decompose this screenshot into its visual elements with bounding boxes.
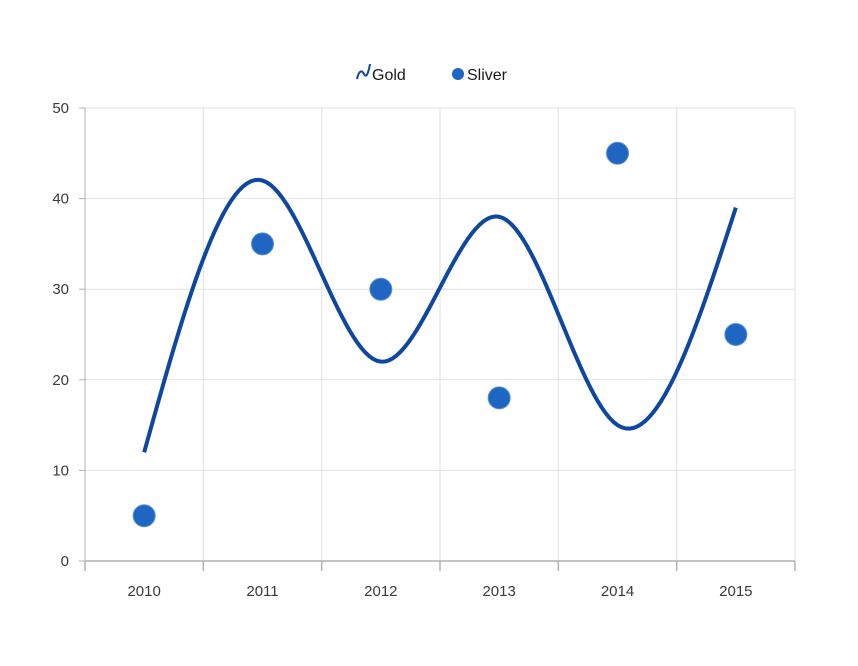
legend: Gold Sliver bbox=[356, 63, 508, 84]
series-line-gold bbox=[142, 177, 738, 453]
grid bbox=[85, 107, 796, 561]
series bbox=[132, 141, 748, 528]
legend-item-sliver[interactable]: Sliver bbox=[452, 67, 508, 84]
x-tick-label-2013: 2013 bbox=[482, 583, 515, 600]
x-tick-label-2011: 2011 bbox=[246, 583, 278, 600]
data-point-sliver-2012 bbox=[369, 277, 393, 301]
y-tick-label-30: 30 bbox=[52, 281, 69, 298]
axes: 0 10 20 30 40 50 2010 2011 2012 2013 2014 2015 bbox=[52, 100, 796, 600]
y-tick-label-10: 10 bbox=[52, 462, 69, 479]
y-tick-label-20: 20 bbox=[52, 372, 69, 389]
x-tick-label-2012: 2012 bbox=[364, 583, 397, 600]
legend-label-sliver: Sliver bbox=[467, 67, 508, 84]
data-point-sliver-2013 bbox=[487, 386, 511, 410]
data-point-sliver-2015 bbox=[724, 323, 748, 346]
y-tick-label-40: 40 bbox=[52, 191, 69, 208]
legend-label-gold: Gold bbox=[372, 67, 406, 84]
data-point-sliver-2011 bbox=[251, 232, 274, 256]
data-point-sliver-2014 bbox=[606, 141, 629, 165]
legend-item-gold[interactable]: Gold bbox=[356, 63, 406, 84]
x-tick-label-2015: 2015 bbox=[719, 583, 752, 600]
circle-icon bbox=[452, 68, 464, 80]
y-tick-label-50: 50 bbox=[52, 100, 69, 117]
x-tick-label-2010: 2010 bbox=[127, 583, 160, 600]
spline-icon bbox=[356, 63, 371, 80]
data-point-sliver-2010 bbox=[132, 504, 156, 528]
y-tick-label-0: 0 bbox=[61, 553, 69, 570]
x-tick-label-2014: 2014 bbox=[601, 583, 634, 600]
